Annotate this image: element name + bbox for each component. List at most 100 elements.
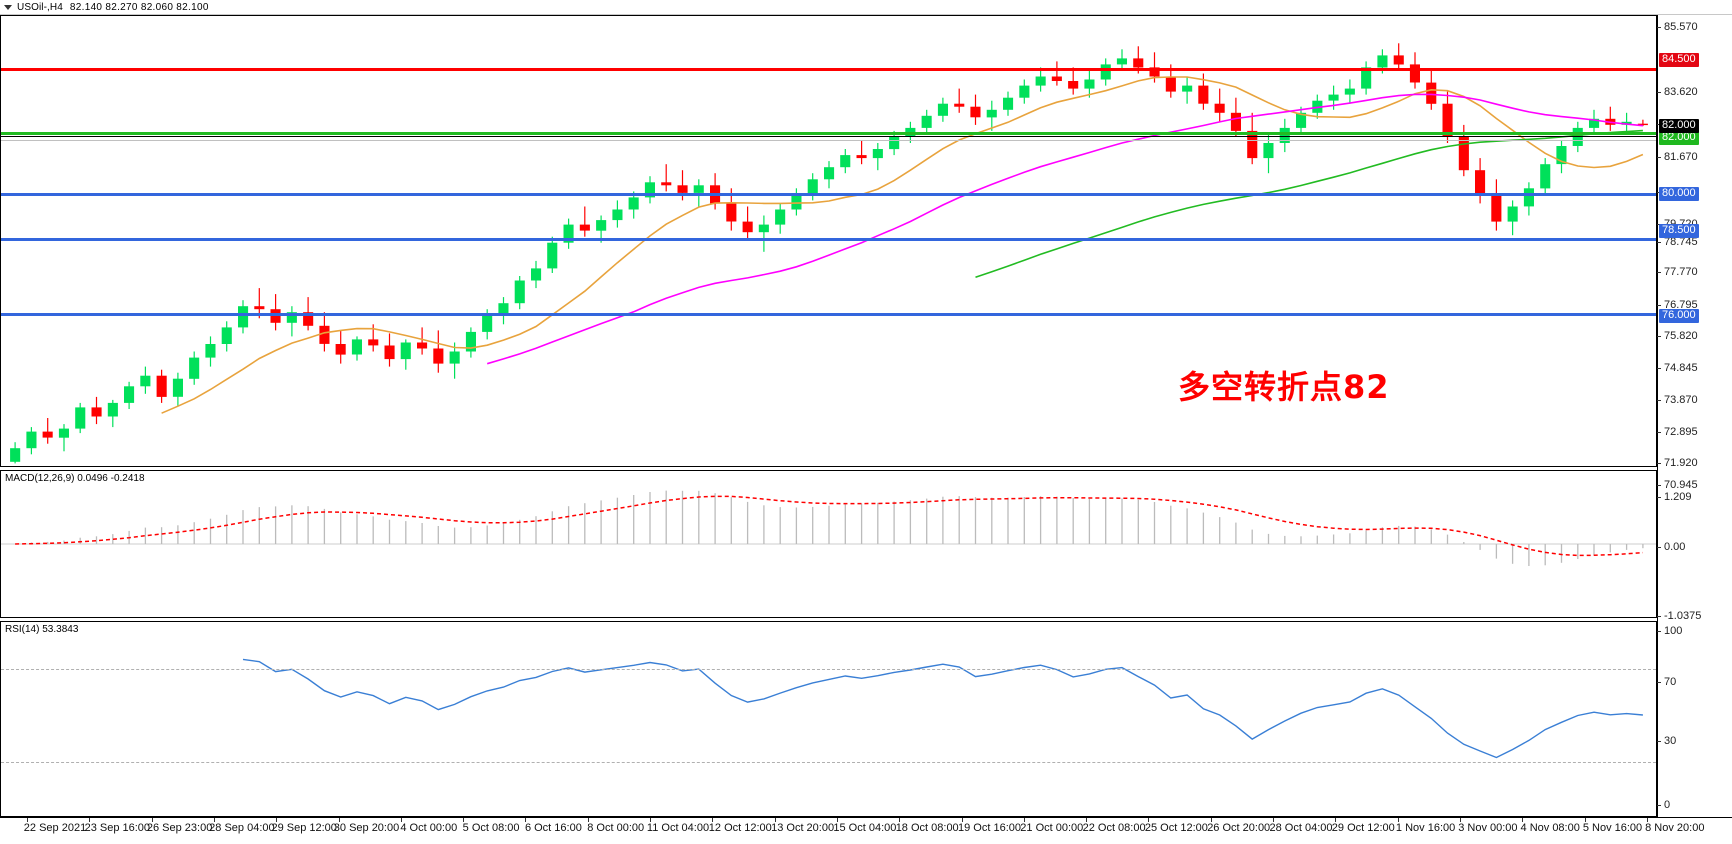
- price-tick: 72.895: [1657, 427, 1698, 438]
- chart-annotation-text: 多空转折点82: [1178, 368, 1390, 406]
- time-axis-label: 8 Nov 20:00: [1645, 822, 1705, 834]
- time-axis-tick: [525, 818, 527, 822]
- time-axis-label: 28 Oct 04:00: [1269, 822, 1333, 834]
- macd-title: MACD(12,26,9) 0.0496 -0.2418: [5, 473, 145, 484]
- price-crosshair-line: [1, 140, 1656, 141]
- time-axis-tick: [338, 818, 340, 822]
- rsi-title: RSI(14) 53.3843: [5, 624, 79, 635]
- time-axis-tick: [587, 818, 589, 822]
- level-line-82000: [1, 132, 1656, 135]
- triangle-down-icon[interactable]: [4, 4, 12, 10]
- time-axis-tick: [836, 818, 838, 822]
- level-tag-76000[interactable]: 76.000: [1659, 309, 1699, 323]
- time-axis-tick: [400, 818, 402, 822]
- level-tag-78500[interactable]: 78.500: [1659, 224, 1699, 238]
- time-axis-label: 5 Oct 08:00: [462, 822, 520, 834]
- time-axis-label: 3 Nov 00:00: [1458, 822, 1518, 834]
- level-line-80000: [1, 193, 1656, 196]
- time-axis-label: 11 Oct 04:00: [646, 822, 710, 834]
- time-axis-tick: [1584, 818, 1586, 822]
- time-axis-tick: [463, 818, 465, 822]
- time-axis-label: 23 Sep 16:00: [84, 822, 151, 834]
- time-axis-label: 18 Oct 08:00: [895, 822, 959, 834]
- time-axis-label: 13 Oct 20:00: [771, 822, 835, 834]
- time-axis-tick: [27, 818, 28, 822]
- rsi-series: [242, 658, 1643, 759]
- price-tick: 77.770: [1657, 267, 1698, 278]
- price-tick: 74.845: [1657, 363, 1698, 374]
- rsi-guide-70: [1, 669, 1656, 670]
- time-axis-tick: [213, 818, 215, 822]
- price-scale-column[interactable]: 85.57083.62082.64581.67080.69579.72078.7…: [1657, 15, 1732, 817]
- time-axis-label: 1 Nov 16:00: [1395, 822, 1456, 834]
- symbol-info-bar: USOil-,H4 82.140 82.270 82.060 82.100: [0, 0, 1732, 15]
- level-line-84500: [1, 68, 1656, 71]
- last-price-tag[interactable]: 82.000: [1659, 119, 1699, 133]
- macd-tick: 0.00: [1657, 542, 1685, 553]
- time-axis-tick: [1646, 818, 1648, 822]
- level-line-76000: [1, 313, 1656, 316]
- time-axis-label: 25 Oct 12:00: [1144, 822, 1208, 834]
- price-tick: 73.870: [1657, 395, 1698, 406]
- time-axis-label: 6 Oct 16:00: [524, 822, 582, 834]
- time-axis-label: 4 Oct 00:00: [400, 822, 458, 834]
- time-axis-label: 19 Oct 16:00: [958, 822, 1021, 834]
- price-tick: 78.745: [1657, 237, 1698, 248]
- scale-axis-line: [1657, 15, 1658, 817]
- time-axis-label: 4 Nov 08:00: [1520, 822, 1580, 834]
- time-axis-tick: [774, 818, 776, 822]
- symbol-label: USOil-,H4: [17, 1, 63, 13]
- rsi-tick: 0: [1657, 800, 1670, 811]
- price-tick: 75.820: [1657, 331, 1698, 342]
- time-axis-tick: [961, 818, 963, 822]
- rsi-guide-30: [1, 762, 1656, 763]
- time-axis-label: 29 Sep 12:00: [271, 822, 337, 834]
- time-axis-tick: [1086, 818, 1088, 822]
- time-axis-label: 21 Oct 00:00: [1020, 822, 1084, 834]
- rsi-tick: 30: [1657, 736, 1676, 747]
- time-axis-tick: [276, 818, 278, 822]
- time-axis-label: 12 Oct 12:00: [708, 822, 772, 834]
- time-axis-label: 29 Oct 12:00: [1331, 822, 1395, 834]
- level-tag-84500[interactable]: 84.500: [1659, 53, 1699, 67]
- time-axis-tick: [1335, 818, 1337, 822]
- time-axis-tick: [1459, 818, 1461, 822]
- rsi-tick: 70: [1657, 677, 1676, 688]
- time-axis-tick: [151, 818, 153, 822]
- level-line-78500: [1, 238, 1656, 241]
- time-axis-tick: [1522, 818, 1524, 822]
- rsi-tick: 100: [1657, 626, 1682, 637]
- level-tag-80000[interactable]: 80.000: [1659, 187, 1699, 201]
- time-axis-tick: [1210, 818, 1212, 822]
- time-axis-label: 28 Sep 04:00: [209, 822, 275, 834]
- time-axis-label: 8 Oct 00:00: [587, 822, 645, 834]
- price-tick: 81.670: [1657, 152, 1698, 163]
- time-axis-tick: [1023, 818, 1025, 822]
- price-tick: 83.620: [1657, 87, 1698, 98]
- price-tick: 71.920: [1657, 458, 1698, 469]
- price-tick: 70.945: [1657, 480, 1698, 491]
- time-axis-tick: [712, 818, 714, 822]
- time-axis-tick: [1397, 818, 1399, 822]
- time-axis-label: 15 Oct 04:00: [833, 822, 897, 834]
- rsi-panel[interactable]: RSI(14) 53.3843: [0, 621, 1657, 817]
- price-tick: 76.795: [1657, 300, 1698, 311]
- macd-panel[interactable]: MACD(12,26,9) 0.0496 -0.2418: [0, 470, 1657, 618]
- candlestick-series: [10, 43, 1648, 464]
- time-axis-label: 5 Nov 16:00: [1582, 822, 1643, 834]
- time-axis-label: 26 Oct 20:00: [1207, 822, 1271, 834]
- time-axis-tick: [89, 818, 91, 822]
- macd-series: [1, 490, 1656, 566]
- price-tick: 85.570: [1657, 22, 1698, 33]
- time-axis-label: 22 Oct 08:00: [1082, 822, 1146, 834]
- last-price-line: [1, 136, 1656, 137]
- time-axis-label: 22 Sep 2021: [23, 822, 87, 834]
- price-chart-panel[interactable]: [0, 15, 1657, 467]
- level-tag-82000[interactable]: 82.000: [1659, 131, 1699, 145]
- time-axis-tick: [1148, 818, 1150, 822]
- time-axis-tick: [899, 818, 901, 822]
- time-axis-tick: [1273, 818, 1274, 822]
- time-axis[interactable]: 22 Sep 2021 23 Sep 16:00 26 Sep 23:00 28 Se…: [0, 817, 1732, 844]
- macd-tick: -1.0375: [1657, 611, 1701, 622]
